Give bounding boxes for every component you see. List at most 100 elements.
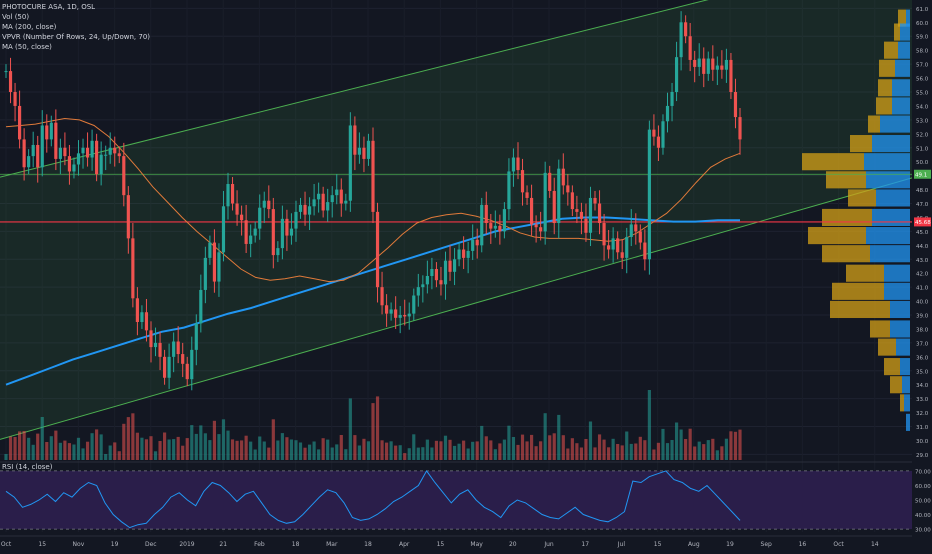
volume-bar: [643, 440, 647, 460]
rsi-legend[interactable]: RSI (14, close): [2, 463, 53, 471]
volume-bar: [140, 437, 144, 460]
candle-body: [498, 225, 502, 232]
vpvr-up-bar: [870, 245, 910, 263]
volume-bar: [480, 425, 484, 460]
volume-bar: [403, 453, 407, 460]
candle-body: [593, 197, 597, 204]
volume-bar: [385, 442, 389, 460]
candle-body: [194, 323, 198, 350]
candle-body: [480, 204, 484, 246]
time-tick-label: 20: [509, 541, 517, 548]
vpvr-down-bar: [822, 208, 872, 227]
time-tick-label: 15: [437, 541, 445, 548]
candle-body: [81, 147, 85, 154]
volume-bar: [289, 439, 294, 460]
candle-body: [153, 342, 158, 348]
price-tick-label: 41.0: [916, 286, 929, 292]
legend-ma50[interactable]: MA (50, close): [2, 43, 52, 51]
vpvr-up-bar: [906, 9, 910, 27]
candle-body: [471, 239, 475, 251]
candle-body: [249, 235, 253, 244]
candle-body: [729, 59, 733, 92]
candle-body: [462, 249, 466, 258]
time-tick-label: Nov: [73, 541, 85, 548]
volume-bar: [670, 440, 674, 460]
price-tick-label: 32.0: [916, 411, 929, 417]
vpvr-up-bar: [872, 208, 910, 227]
volume-bar: [443, 435, 448, 460]
candle-body: [144, 312, 149, 331]
candle-body: [625, 236, 629, 258]
price-tick-label: 29.0: [916, 453, 929, 459]
price-tick-label: 47.0: [916, 202, 929, 208]
volume-bar: [693, 446, 697, 460]
volume-bar: [724, 438, 728, 460]
volume-bar: [616, 444, 620, 460]
volume-bar: [149, 436, 153, 460]
candle-body: [715, 65, 719, 70]
vpvr-down-bar: [890, 376, 902, 394]
price-tick-label: 38.0: [916, 327, 929, 333]
candle-body: [131, 238, 135, 299]
price-tick-label: 42.0: [916, 272, 929, 278]
volume-bar: [344, 449, 348, 460]
volume-bar: [371, 403, 375, 460]
legend-volume[interactable]: Vol (50): [2, 13, 30, 21]
candle-body: [126, 195, 130, 239]
volume-bar: [212, 420, 217, 460]
rsi-band: [0, 470, 912, 530]
time-tick-label: 21: [219, 541, 227, 548]
candle-body: [711, 58, 715, 70]
price-tick-label: 34.0: [916, 383, 929, 389]
vpvr-up-bar: [902, 376, 910, 394]
price-axis-bg: [914, 0, 932, 550]
candle-body: [566, 185, 570, 193]
vpvr-up-bar: [866, 171, 910, 189]
volume-bar: [298, 442, 303, 460]
volume-bar: [597, 434, 602, 460]
volume-bar: [720, 446, 724, 460]
candle-body: [466, 250, 470, 258]
trend-channel-fill: [0, 0, 912, 440]
candle-body: [543, 172, 547, 232]
volume-bar: [715, 450, 719, 460]
volume-bar: [353, 435, 357, 460]
candle-body: [330, 195, 334, 203]
volume-bar: [525, 441, 529, 460]
candle-body: [516, 157, 520, 171]
volume-bar: [602, 439, 606, 460]
volume-bar: [131, 413, 135, 460]
legend-ma200[interactable]: MA (200, close): [2, 23, 57, 31]
volume-bar: [529, 434, 534, 460]
volume-bar: [711, 438, 715, 460]
rsi-tick-label: 60.00: [915, 484, 931, 490]
volume-bar: [203, 433, 207, 460]
volume-bar: [471, 441, 475, 460]
candle-body: [579, 211, 584, 219]
volume-bar: [502, 439, 506, 460]
volume-bar: [348, 398, 352, 460]
volume-bar: [108, 445, 112, 460]
legend-symbol[interactable]: PHOTOCURE ASA, 1D, OSL: [2, 3, 96, 11]
price-badge-label: 45.68: [915, 220, 931, 226]
price-badge-label: 49.1: [915, 172, 927, 178]
candle-body: [54, 122, 58, 159]
volume-bar: [407, 448, 411, 460]
volume-bar: [452, 445, 457, 460]
candle-body: [575, 209, 579, 212]
volume-bar: [294, 440, 298, 460]
vpvr-up-bar: [900, 23, 910, 41]
volume-bar: [226, 430, 230, 460]
indicator-legend: PHOTOCURE ASA, 1D, OSL Vol (50) MA (200,…: [2, 2, 150, 52]
volume-bar: [172, 439, 176, 460]
time-tick-label: 2019: [179, 541, 194, 548]
legend-vpvr[interactable]: VPVR (Number Of Rows, 24, Up/Down, 70): [2, 33, 151, 41]
price-tick-label: 40.0: [916, 300, 929, 306]
price-tick-label: 44.0: [916, 244, 929, 250]
candle-body: [199, 289, 203, 324]
vpvr-down-bar: [884, 358, 900, 376]
volume-bar: [394, 445, 398, 460]
candle-body: [733, 92, 738, 118]
time-tick-label: 18: [364, 541, 372, 548]
